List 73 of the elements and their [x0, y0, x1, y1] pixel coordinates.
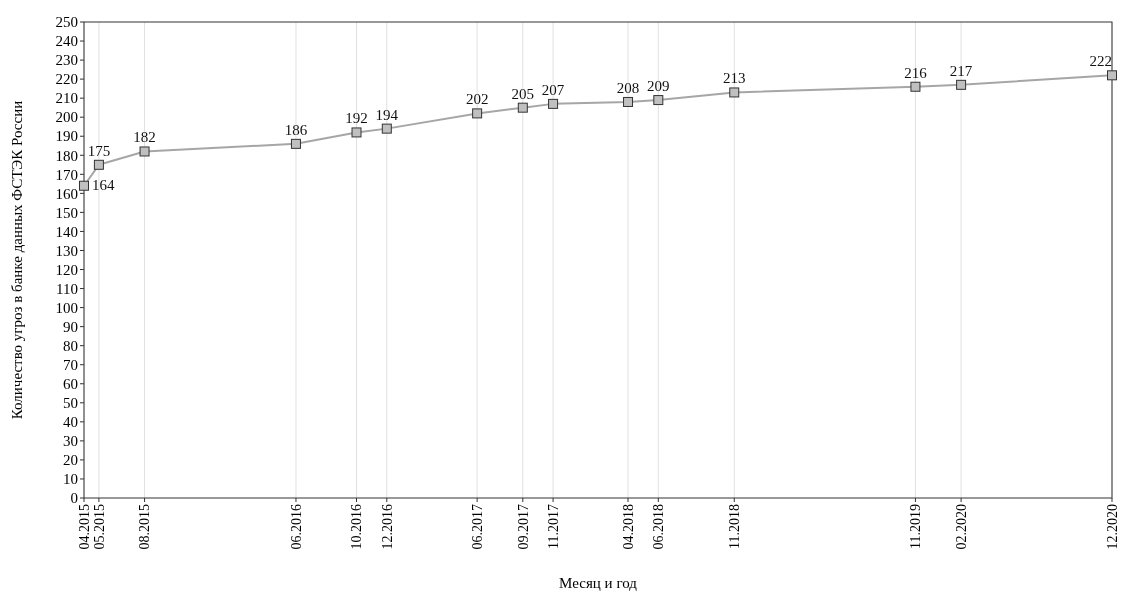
y-tick-label: 90 [63, 318, 78, 335]
data-label: 209 [647, 78, 670, 95]
y-tick-label: 230 [55, 52, 78, 69]
data-label: 222 [1089, 53, 1112, 70]
y-tick-label: 170 [55, 166, 78, 183]
point [956, 79, 967, 90]
data-label: 186 [284, 121, 308, 138]
y-tick-label: 50 [63, 395, 78, 412]
y-tick-label: 190 [55, 128, 78, 145]
y-tick-label: 70 [63, 356, 78, 373]
y-tick-label: 200 [55, 109, 78, 126]
y-tick-label: 120 [55, 261, 78, 278]
data-label: 208 [616, 79, 640, 96]
x-tick-label: 12.2016 [379, 504, 395, 550]
data-label: 194 [375, 106, 399, 123]
y-tick-label: 80 [63, 337, 78, 354]
point [653, 95, 664, 106]
y-tick-label: 130 [55, 242, 78, 259]
y-tick-label: 180 [55, 147, 78, 164]
y-tick-label: 250 [55, 14, 78, 31]
point [1107, 70, 1117, 81]
x-tick-label: 05.2015 [91, 504, 107, 550]
x-tick-label: 12.2020 [1104, 504, 1120, 550]
point [910, 81, 921, 92]
y-tick-label: 150 [55, 204, 78, 221]
x-tick-label: 06.2016 [288, 504, 304, 550]
y-tick-label: 10 [63, 471, 78, 488]
y-tick-label: 140 [55, 223, 78, 240]
data-label: 192 [345, 110, 368, 127]
point [290, 138, 301, 149]
y-tick-label: 0 [70, 490, 78, 507]
y-tick-label: 220 [55, 71, 78, 88]
point [548, 98, 559, 109]
y-tick-label: 160 [55, 185, 78, 202]
point [351, 127, 362, 138]
x-tick-label: 06.2018 [651, 504, 667, 550]
y-tick-label: 110 [56, 280, 78, 297]
y-tick-label: 210 [55, 90, 78, 107]
point [623, 96, 634, 107]
x-tick-label: 02.2020 [954, 504, 969, 550]
x-tick-label: 09.2017 [515, 504, 531, 550]
data-label: 164 [92, 176, 115, 193]
data-label: 182 [133, 129, 156, 146]
x-tick-label: 11.2017 [545, 504, 561, 549]
x-tick-label: 11.2019 [908, 504, 924, 549]
data-label: 205 [511, 85, 535, 102]
point [381, 123, 392, 134]
x-tick-label: 04.2018 [620, 504, 636, 550]
x-axis-title: Месяц и год [559, 575, 638, 591]
point [517, 102, 528, 113]
y-tick-label: 60 [63, 376, 78, 393]
x-tick-label: 06.2017 [470, 504, 486, 550]
data-label: 216 [904, 64, 928, 81]
point [139, 146, 150, 157]
y-tick-label: 240 [55, 33, 78, 50]
x-tick-label: 11.2018 [727, 504, 743, 549]
x-tick-label: 08.2015 [137, 504, 153, 550]
data-label: 213 [723, 70, 746, 87]
point [472, 108, 483, 119]
y-axis-title: Количество угроз в банке данных ФСТЭК России [9, 100, 25, 420]
point [93, 159, 104, 170]
point [79, 180, 89, 191]
data-label: 175 [87, 142, 111, 159]
point [729, 87, 740, 98]
y-tick-label: 30 [63, 433, 78, 450]
y-tick-label: 40 [63, 414, 78, 431]
data-label: 202 [465, 91, 489, 108]
x-tick-label: 10.2016 [349, 504, 365, 550]
data-label: 207 [541, 81, 565, 98]
x-tick-label: 04.2015 [76, 504, 92, 550]
data-label: 217 [949, 62, 973, 79]
y-tick-label: 20 [63, 452, 78, 469]
y-tick-label: 100 [55, 299, 78, 316]
